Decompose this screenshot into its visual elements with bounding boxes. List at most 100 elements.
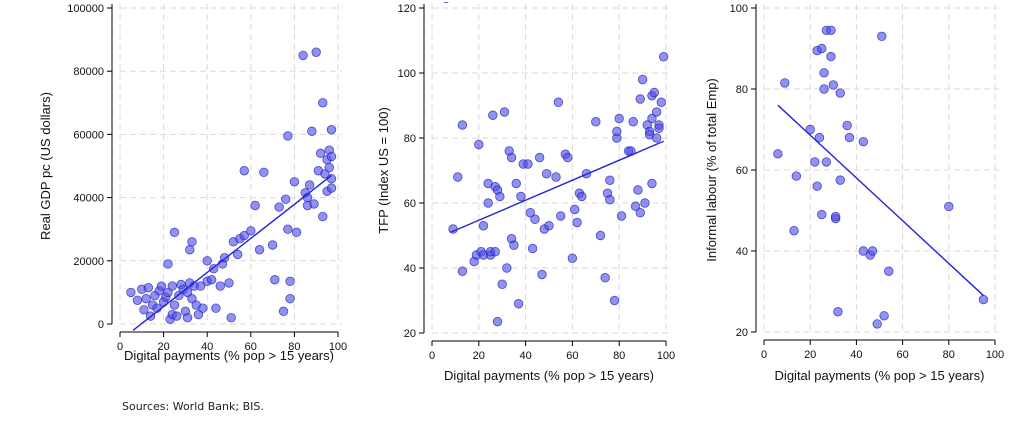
- x-tick-label: 40: [519, 350, 531, 362]
- fit-line: [450, 140, 664, 233]
- scatter-point: [163, 259, 173, 269]
- scatter-point: [169, 227, 180, 238]
- y-axis-title: TFP (Index US = 100): [376, 107, 391, 234]
- y-tick-label: 40: [404, 263, 416, 275]
- scatter-point: [614, 113, 624, 124]
- scatter-point: [478, 221, 489, 231]
- scatter-point: [867, 246, 878, 256]
- scatter-point: [647, 178, 657, 189]
- x-tick-label: 0: [117, 341, 123, 353]
- scatter-point: [285, 294, 295, 304]
- scatter-point: [605, 195, 615, 205]
- x-tick-label: 60: [896, 349, 908, 361]
- scatter-point: [810, 157, 820, 167]
- scatter-point: [658, 52, 669, 62]
- scatter-point: [326, 151, 337, 162]
- scatter-point: [609, 295, 620, 306]
- scatter-point: [649, 87, 660, 98]
- x-axis-title: Digital payments (% pop > 15 years): [124, 348, 334, 363]
- x-tick-label: 40: [850, 349, 862, 361]
- scatter-point: [537, 269, 547, 280]
- scatter-point: [254, 245, 265, 255]
- scatter-point: [879, 311, 889, 321]
- scatter-point: [844, 132, 855, 143]
- scatter-point: [817, 43, 827, 54]
- scatter-point: [525, 208, 535, 218]
- y-axis-title: Real GDP pc (US dollars): [38, 92, 53, 240]
- scatter-point: [289, 177, 300, 187]
- x-tick-label: 20: [473, 350, 485, 362]
- scatter-point: [830, 211, 841, 222]
- scatter-point: [527, 243, 538, 254]
- scatter-point: [647, 113, 657, 124]
- panel-tfp: 0 20 40 60 80 100 20 40 60 80 100 120 Digital paymen…: [376, 2, 675, 383]
- panel-gdp: 0 20 40 60 80 100 0 20000 40000 60000 80000 100000 D…: [38, 3, 347, 363]
- x-tick-label: 0: [761, 349, 767, 361]
- scatter-point: [495, 191, 505, 202]
- scatter-point: [572, 217, 582, 228]
- source-note: Sources: World Bank; BIS.: [122, 400, 264, 413]
- scatter-point: [318, 98, 328, 108]
- scatter-point: [541, 169, 552, 179]
- scatter-point: [156, 281, 167, 291]
- scatter-point: [291, 227, 302, 238]
- scatter-point: [278, 306, 289, 317]
- scatter-point: [516, 191, 526, 202]
- scatter-point: [826, 51, 836, 62]
- scatter-point: [640, 198, 650, 208]
- scatter-point: [513, 299, 524, 309]
- x-axis-title: Digital payments (% pop > 15 years): [444, 368, 654, 383]
- scatter-point: [497, 279, 507, 289]
- scatter-point: [443, 2, 449, 3]
- scatter-point: [143, 282, 154, 293]
- scatter-point: [577, 191, 587, 202]
- scatter-point: [651, 107, 662, 117]
- scatter-point: [274, 202, 284, 212]
- scatter-point: [635, 94, 645, 104]
- scatter-point: [483, 198, 493, 208]
- scatter-point: [944, 201, 954, 212]
- y-tick-label: 20000: [73, 256, 104, 268]
- scatter-point: [791, 171, 802, 181]
- y-tick-label: 0: [98, 319, 104, 331]
- scatter-point: [633, 185, 643, 195]
- scatter-point: [474, 139, 484, 150]
- scatter-point: [239, 166, 249, 176]
- scatter-point: [318, 211, 328, 222]
- y-tick-label: 80: [404, 133, 416, 145]
- scatter-point: [600, 273, 610, 283]
- scatter-point: [605, 175, 615, 185]
- x-tick-label: 100: [657, 350, 675, 362]
- scatter-point: [978, 294, 989, 305]
- scatter-point: [490, 247, 500, 257]
- scatter-point: [285, 276, 295, 287]
- scatter-point: [805, 124, 815, 135]
- scatter-point: [453, 172, 463, 182]
- scatter-point: [307, 126, 317, 136]
- scatter-point: [637, 74, 648, 85]
- scatter-point: [612, 126, 622, 137]
- scatter-point: [821, 157, 832, 167]
- scatter-point: [616, 211, 627, 221]
- scatter-point: [193, 309, 204, 320]
- fit-line: [132, 174, 332, 331]
- scatter-point: [311, 47, 321, 57]
- scatter-point: [202, 256, 212, 266]
- scatter-point: [595, 230, 606, 241]
- scatter-point: [270, 275, 280, 285]
- scatter-point: [457, 266, 468, 276]
- scatter-point: [141, 294, 151, 304]
- y-tick-label: 60: [404, 198, 416, 210]
- scatter-point: [215, 281, 225, 291]
- scatter-point: [814, 132, 825, 143]
- scatter-point: [817, 209, 827, 220]
- scatter-point: [553, 97, 564, 107]
- scatter-point: [509, 240, 519, 250]
- scatter-point: [591, 117, 601, 127]
- scatter-point: [499, 107, 510, 117]
- scatter-point: [872, 319, 882, 329]
- scatter-point: [233, 249, 243, 260]
- scatter-point: [544, 221, 554, 231]
